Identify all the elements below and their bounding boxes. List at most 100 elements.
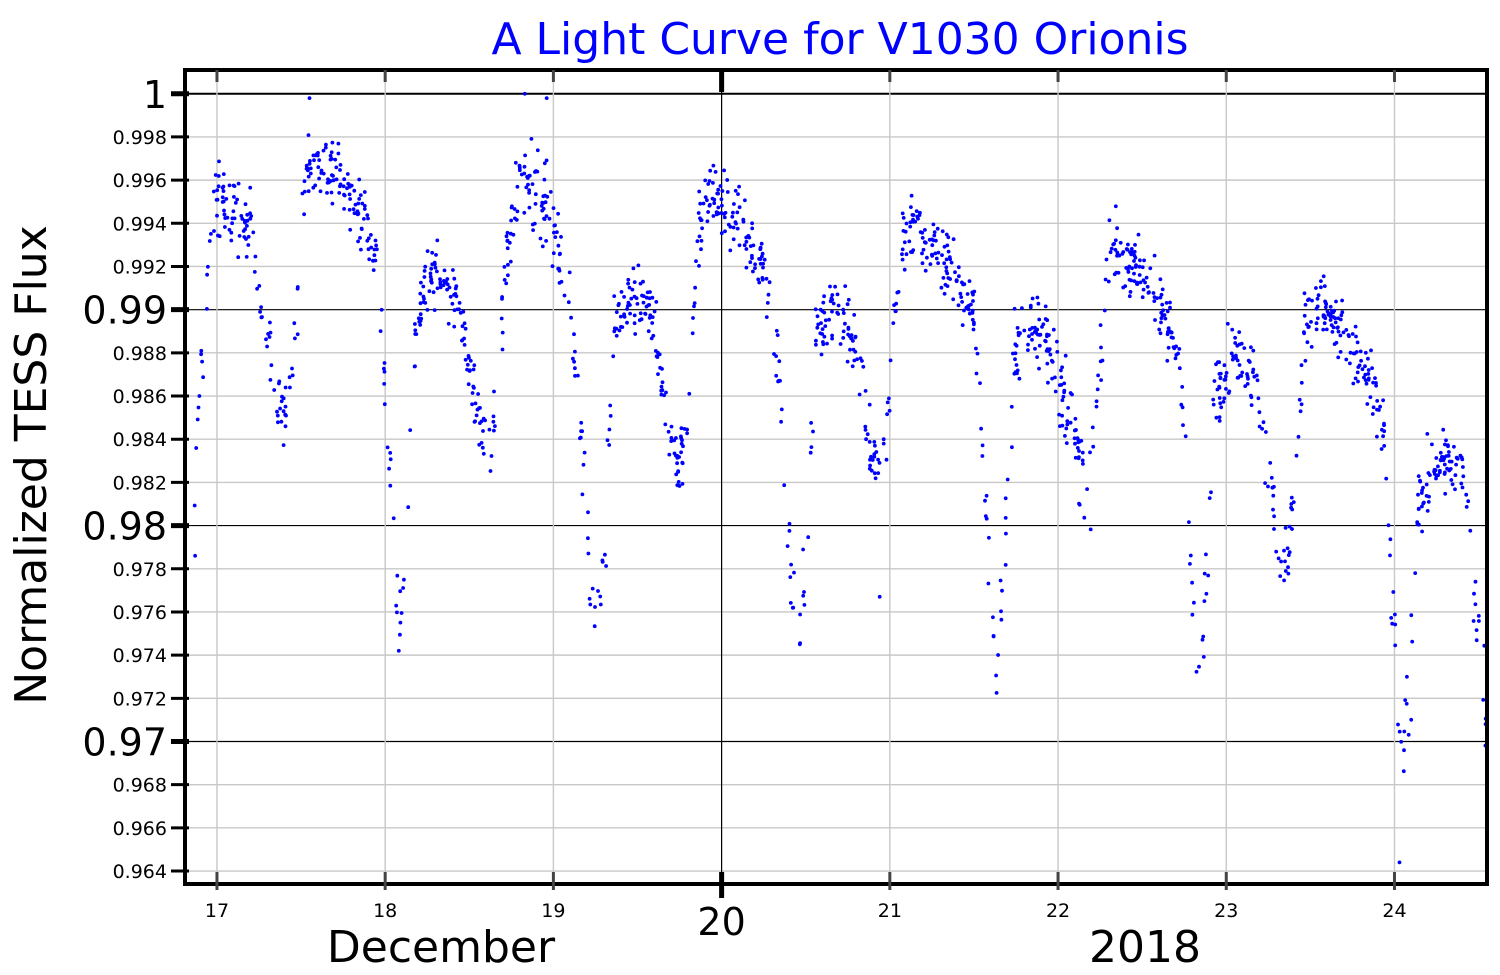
data-point bbox=[932, 233, 937, 238]
data-point bbox=[691, 316, 695, 320]
data-point bbox=[1063, 353, 1068, 358]
data-point bbox=[1204, 591, 1209, 596]
data-point bbox=[1227, 389, 1232, 394]
data-point bbox=[1174, 344, 1178, 349]
data-point bbox=[920, 261, 925, 266]
data-point bbox=[1428, 473, 1432, 477]
data-point bbox=[378, 329, 383, 333]
data-point bbox=[402, 577, 406, 582]
y-tick-label: 0.976 bbox=[113, 602, 167, 624]
data-point bbox=[1217, 372, 1222, 376]
data-point bbox=[1060, 365, 1064, 370]
data-point bbox=[319, 168, 324, 173]
data-point bbox=[1129, 278, 1133, 283]
data-point bbox=[1062, 381, 1067, 386]
chart-title: A Light Curve for V1030 Orionis bbox=[491, 14, 1188, 65]
data-point bbox=[499, 316, 504, 321]
data-point bbox=[236, 255, 241, 260]
data-point bbox=[857, 392, 862, 397]
data-point bbox=[1441, 427, 1446, 432]
data-point bbox=[477, 406, 481, 410]
data-point bbox=[744, 247, 749, 251]
data-point bbox=[1050, 376, 1054, 381]
data-point bbox=[1030, 337, 1034, 342]
data-point bbox=[1098, 359, 1103, 364]
data-point bbox=[708, 168, 713, 173]
data-point bbox=[821, 300, 826, 305]
data-point bbox=[1171, 336, 1175, 340]
data-point bbox=[1124, 266, 1129, 270]
data-point bbox=[942, 291, 947, 296]
data-point bbox=[656, 372, 660, 376]
data-point bbox=[830, 333, 834, 338]
data-point bbox=[815, 325, 820, 330]
data-point bbox=[662, 393, 666, 398]
data-point bbox=[632, 321, 637, 326]
data-point bbox=[1286, 553, 1291, 557]
data-point bbox=[362, 207, 367, 211]
data-point bbox=[1270, 485, 1275, 490]
data-point bbox=[1323, 305, 1328, 310]
data-point bbox=[761, 261, 765, 266]
data-point bbox=[207, 239, 212, 243]
data-point bbox=[488, 469, 493, 473]
data-point bbox=[841, 336, 846, 340]
data-point bbox=[714, 210, 719, 215]
x-tick-label: 20 bbox=[697, 900, 745, 944]
data-point bbox=[478, 421, 482, 425]
data-point bbox=[1206, 573, 1211, 578]
data-point bbox=[346, 181, 351, 186]
data-point bbox=[1077, 439, 1082, 444]
data-point bbox=[1004, 531, 1008, 536]
data-point bbox=[366, 216, 370, 221]
data-point bbox=[334, 177, 339, 182]
data-point bbox=[881, 437, 886, 442]
data-point bbox=[811, 429, 815, 434]
data-point bbox=[639, 317, 644, 322]
data-point bbox=[492, 428, 496, 433]
data-point bbox=[272, 388, 277, 392]
data-point bbox=[873, 443, 877, 448]
data-point bbox=[1132, 279, 1137, 283]
data-point bbox=[679, 434, 683, 439]
data-point bbox=[348, 227, 353, 232]
data-point bbox=[1299, 402, 1304, 407]
data-point bbox=[1442, 472, 1447, 476]
data-point bbox=[1370, 366, 1374, 370]
data-point bbox=[798, 612, 802, 617]
data-point bbox=[669, 424, 674, 429]
data-point bbox=[427, 289, 432, 294]
data-point bbox=[519, 172, 524, 177]
data-point bbox=[744, 265, 749, 270]
data-point bbox=[692, 301, 697, 305]
data-point bbox=[914, 209, 919, 214]
data-point bbox=[540, 208, 545, 213]
data-point bbox=[900, 257, 905, 262]
data-point bbox=[967, 311, 972, 316]
data-point bbox=[666, 429, 671, 434]
data-point bbox=[1321, 274, 1326, 279]
data-point bbox=[1375, 399, 1380, 403]
data-point bbox=[527, 205, 532, 210]
data-point bbox=[1136, 232, 1141, 237]
data-point bbox=[1420, 504, 1424, 509]
data-point bbox=[467, 369, 472, 373]
data-point bbox=[1090, 425, 1095, 430]
data-point bbox=[431, 290, 436, 295]
data-point bbox=[373, 238, 378, 243]
data-point bbox=[825, 341, 829, 346]
data-point bbox=[1073, 416, 1078, 421]
data-point bbox=[1272, 514, 1276, 519]
data-point bbox=[500, 297, 504, 301]
data-point bbox=[1142, 258, 1146, 263]
data-point bbox=[1012, 371, 1017, 376]
data-point bbox=[845, 302, 850, 307]
data-point bbox=[965, 292, 970, 296]
data-point bbox=[956, 265, 961, 270]
data-point bbox=[716, 205, 721, 210]
data-point bbox=[571, 356, 575, 361]
data-point bbox=[736, 192, 740, 197]
data-point bbox=[395, 573, 400, 578]
x-ticks: 17 18 19 20 21 22 23 24 bbox=[205, 70, 1407, 944]
data-point bbox=[1279, 559, 1283, 564]
